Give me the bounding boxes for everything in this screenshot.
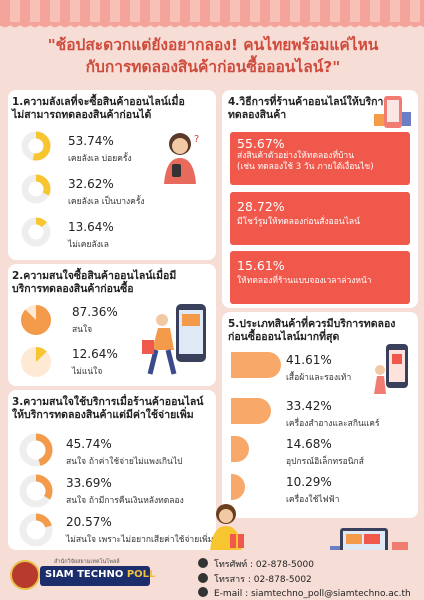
logo-text-poll: POLL [126, 569, 156, 580]
donut-chart-section3-item1 [19, 433, 53, 467]
section2-item2-label: ไม่แน่ใจ [72, 367, 103, 377]
pie-chart-section2-item2 [21, 347, 51, 377]
section1-title-line1: 1.ความลังเลที่จะซื้อสินค้าออนไลน์เมื่อ [12, 96, 185, 108]
section5-title-line2: ก่อนซื้อออนไลน์มากที่สุด [228, 331, 340, 343]
section5-item4-value: 10.29% [286, 475, 332, 489]
section2-title: 2.ความสนใจซื้อสินค้าออนไลน์เมื่อมี บริกา… [12, 270, 176, 296]
section3-item1-label: สนใจ ถ้าค่าใช้จ่ายไม่แพงเกินไป [66, 457, 183, 467]
siam-techno-poll-logo-emblem [10, 560, 40, 590]
section3-donut-2-arc [35, 474, 53, 500]
siam-techno-poll-logo: SIAM TECHNO POLL [40, 566, 155, 586]
section2-item1-value: 87.36% [72, 305, 118, 319]
section1-donut-1-arc [32, 131, 51, 161]
phone-shopping-illustration [374, 344, 408, 394]
section2-pie-2-slice [36, 347, 47, 362]
section4-item2-value: 28.72% [237, 199, 285, 214]
section4-item1-value: 55.67% [237, 136, 285, 151]
section5-item3-value: 14.68% [286, 437, 332, 451]
section4-title: 4.วิธีการที่ร้านค้าออนไลน์ให้บริการ ทดลอ… [228, 96, 389, 122]
donut-chart-section1-item2 [21, 174, 51, 204]
section4-title-line1: 4.วิธีการที่ร้านค้าออนไลน์ให้บริการ [228, 96, 389, 108]
contact-fax: โทรสาร : 02-878-5002 [198, 572, 312, 586]
section5-item2-label: เครื่องสำอางและสกินแคร์ [286, 419, 380, 429]
donut-chart-section3-item3 [19, 513, 53, 547]
section4-item1-label-line2: (เช่น ทดลองใช้ 3 วัน ภายใต้เงื่อนไข) [237, 162, 374, 172]
section4-item3-value: 15.61% [237, 258, 285, 273]
section5-bar-1 [231, 352, 281, 378]
top-decorative-stripe [0, 0, 424, 32]
donut-chart-section3-item2 [19, 474, 53, 508]
section4-title-line2: ทดลองสินค้า [228, 109, 287, 121]
section3-item3-label: ไม่สนใจ เพราะไม่อยากเสียค่าใช้จ่ายเพิ่ม [66, 535, 214, 545]
section1-item2-value: 32.62% [68, 177, 114, 191]
section5-item2-value: 33.42% [286, 399, 332, 413]
donut-chart-section1-item1 [21, 131, 51, 161]
logo-text-main: SIAM TECHNO [45, 569, 127, 580]
section3-item2-label: สนใจ ถ้ามีการคืนเงินหลังทดลอง [66, 496, 184, 506]
section4-item2-label: มีโชว์รูมให้ทดลองก่อนสั่งออนไลน์ [237, 217, 360, 227]
section3-title-line1: 3.ความสนใจใช้บริการเมื่อร้านค้าออนไลน์ [12, 396, 204, 408]
pie-chart-section2-item1 [20, 305, 51, 335]
section1-donut-2-arc [35, 174, 51, 196]
section2-item2-value: 12.64% [72, 347, 118, 361]
section5-title: 5.ประเภทสินค้าที่ควรมีบริการทดลอง ก่อนซื… [228, 318, 395, 344]
logo-subtitle: สำนักวิจัยสยามเทคโนโพลล์ [54, 559, 120, 565]
email-icon [198, 587, 208, 597]
section4-item1-label-line1: ส่งสินค้าตัวอย่างให้ทดลองที่บ้าน [237, 151, 355, 161]
section3-title: 3.ความสนใจใช้บริการเมื่อร้านค้าออนไลน์ ใ… [12, 396, 203, 422]
section5-item1-label: เสื้อผ้าและรองเท้า [286, 373, 352, 383]
donut-chart-section1-item3 [21, 217, 51, 247]
section1-item2-label: เคยลังเล เป็นบางครั้ง [68, 197, 145, 207]
woman-with-gift-illustration [210, 504, 244, 552]
headline-line2: กับการทดลองสินค้าก่อนซื้อออนไลน์?" [85, 58, 341, 76]
section1-item1-label: เคยลังเล บ่อยครั้ง [68, 154, 132, 164]
section4-item2-box: 28.72% มีโชว์รูมให้ทดลองก่อนสั่งออนไลน์ [230, 192, 410, 245]
contact-phone: โทรศัพท์ : 02-878-5000 [198, 557, 314, 571]
fax-icon [198, 573, 208, 583]
phone-icon [198, 558, 208, 568]
section5-item4-label: เครื่องใช้ไฟฟ้า [286, 495, 340, 505]
section4-item3-label: ให้ทดลองที่ร้านแบบจองเวลาล่วงหน้า [237, 276, 372, 286]
section4-item1-box: 55.67% ส่งสินค้าตัวอย่างให้ทดลองที่บ้าน … [230, 132, 410, 185]
section2-title-line2: บริการทดลองสินค้าก่อนซื้อ [12, 283, 134, 295]
section5-item3-label: อุปกรณ์อิเล็กทรอนิกส์ [286, 457, 364, 467]
section1-title: 1.ความลังเลที่จะซื้อสินค้าออนไลน์เมื่อ ไ… [12, 96, 185, 122]
section2-item1-label: สนใจ [72, 325, 93, 335]
section1-item1-value: 53.74% [68, 134, 114, 148]
contact-email-text[interactable]: E-mail : siamtechno_poll@siamtechno.ac.t… [214, 589, 411, 599]
section3-title-line2: ให้บริการทดลองสินค้าแต่มีค่าใช้จ่ายเพิ่ม [12, 409, 194, 421]
section3-item3-value: 20.57% [66, 515, 112, 529]
headline-line1: "ช้อปสะดวกแต่ยังอยากลอง! คนไทยพร้อมแค่ไห… [47, 36, 379, 54]
section1-item3-value: 13.64% [68, 220, 114, 234]
section1-item3-label: ไม่เคยลังเล [68, 240, 109, 250]
section1-title-line2: ไม่สามารถทดลองสินค้าก่อนได้ [12, 109, 152, 121]
section5-title-line1: 5.ประเภทสินค้าที่ควรมีบริการทดลอง [228, 318, 396, 330]
svg-text:?: ? [194, 134, 199, 145]
section1-donut-3-arc [35, 217, 47, 228]
section3-panel [8, 390, 216, 550]
section5-bar-2 [231, 398, 272, 424]
contact-phone-text: โทรศัพท์ : 02-878-5000 [214, 560, 314, 570]
section5-bar-4 [231, 474, 245, 500]
contact-email[interactable]: E-mail : siamtechno_poll@siamtechno.ac.t… [198, 587, 411, 599]
section2-title-line1: 2.ความสนใจซื้อสินค้าออนไลน์เมื่อมี [12, 270, 177, 282]
shopper-with-phone-illustration [142, 304, 206, 375]
contact-fax-text: โทรสาร : 02-878-5002 [214, 575, 312, 585]
section3-item1-value: 45.74% [66, 437, 112, 451]
section2-pie-1-slice [20, 305, 51, 335]
section5-bar-3 [231, 436, 249, 462]
phone-with-bags-illustration [374, 96, 411, 128]
section3-donut-3-arc [35, 513, 52, 528]
woman-shopping-illustration: ? [164, 133, 199, 184]
section3-donut-1-arc [35, 433, 53, 466]
section5-item1-value: 41.61% [286, 353, 332, 367]
headline: "ช้อปสะดวกแต่ยังอยากลอง! คนไทยพร้อมแค่ไห… [18, 34, 408, 78]
section3-item2-value: 33.69% [66, 476, 112, 490]
section4-item3-box: 15.61% ให้ทดลองที่ร้านแบบจองเวลาล่วงหน้า [230, 251, 410, 304]
